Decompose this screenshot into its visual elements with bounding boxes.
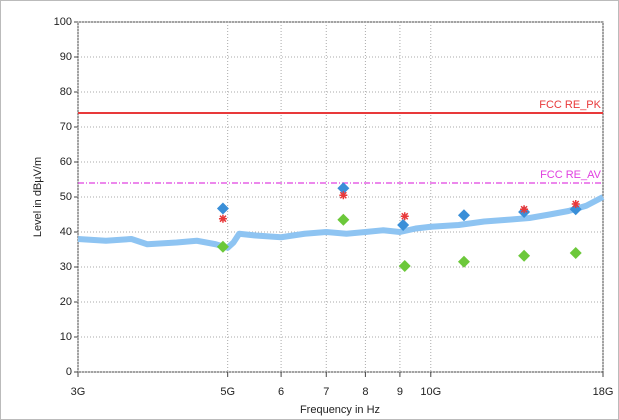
diamond-marker [337,213,350,226]
x-tick-label: 6 [278,386,284,398]
diamond-marker [216,240,229,253]
y-tick-label: 60 [60,156,72,168]
x-tick-label: 7 [323,386,329,398]
diamond-marker [518,249,531,262]
y-tick-label: 30 [60,261,72,273]
diamond-marker [216,202,229,215]
star-marker [571,200,580,208]
diamond-marker [569,247,582,259]
y-tick-label: 50 [60,191,72,203]
y-tick-label: 10 [60,331,72,343]
star-marker [339,191,348,200]
y-axis-label: Level in dBµV/m [32,157,44,237]
y-tick-label: 20 [60,296,72,308]
y-tick-label: 40 [60,226,72,238]
star-marker [520,205,529,214]
x-tick-label: 9 [397,386,403,398]
x-tick-label: 5G [220,386,235,398]
y-tick-label: 0 [66,366,72,378]
x-axis-label: Frequency in Hz [300,404,380,416]
limit-label: FCC RE_PK [539,99,601,111]
diamond-marker [398,259,411,272]
diamond-marker [337,182,350,195]
y-tick-label: 100 [54,16,72,28]
x-tick-label: 8 [362,386,368,398]
x-tick-label: 18G [593,386,614,398]
trace-line [77,194,605,251]
star-marker [400,212,409,221]
limit-label: FCC RE_AV [540,169,602,181]
x-tick-label: 10G [420,386,441,398]
diamond-marker [457,255,470,268]
diamond-marker [457,209,470,222]
y-tick-label: 70 [60,121,72,133]
x-tick-label: 3G [71,386,86,398]
y-tick-label: 90 [60,51,72,63]
diamond-marker [397,219,410,231]
star-marker [218,214,227,223]
y-tick-label: 80 [60,86,72,98]
